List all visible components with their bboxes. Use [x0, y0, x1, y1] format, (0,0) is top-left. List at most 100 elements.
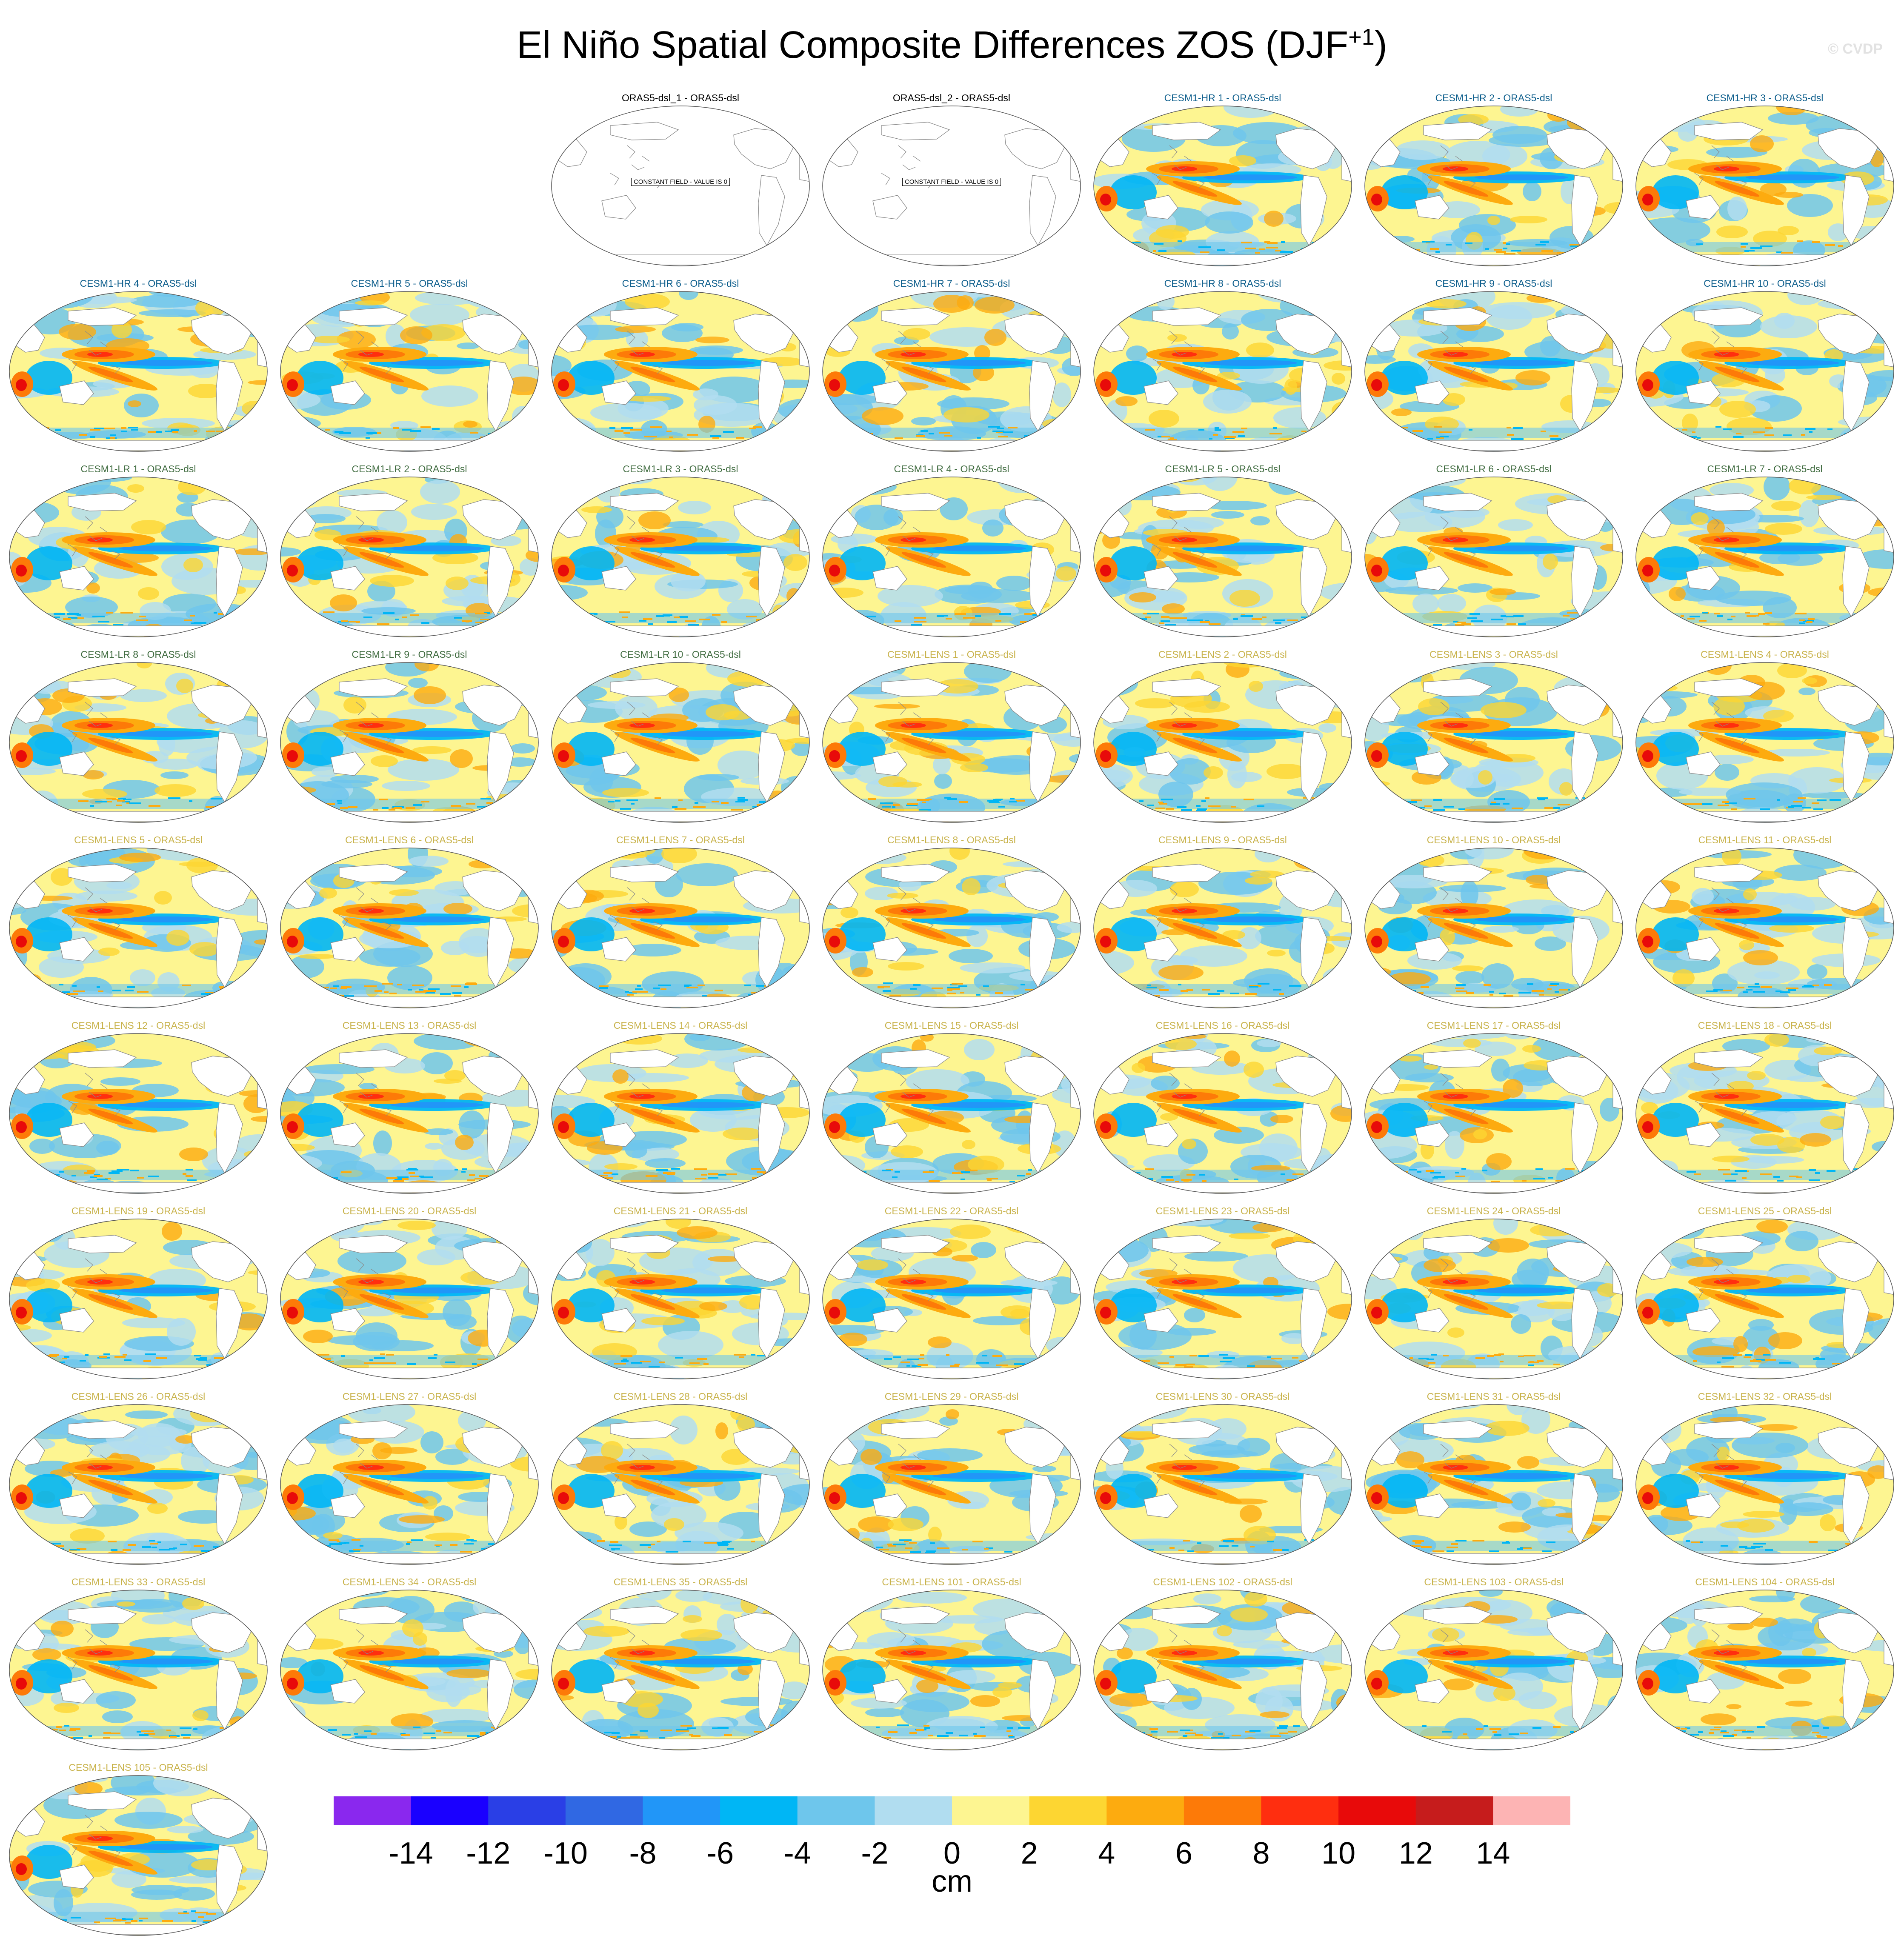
map-panel: CESM1-HR 2 - ORAS5-dsl — [1362, 91, 1626, 274]
map-panel: CESM1-HR 1 - ORAS5-dsl — [1091, 91, 1355, 274]
colorbar-bin — [488, 1796, 566, 1825]
map-panel: CESM1-LENS 6 - ORAS5-dsl — [277, 834, 541, 1016]
panel-title: CESM1-LENS 101 - ORAS5-dsl — [820, 1576, 1084, 1588]
panel-title: CESM1-LR 3 - ORAS5-dsl — [549, 462, 812, 475]
map-panel: CESM1-LENS 21 - ORAS5-dsl — [549, 1205, 812, 1387]
world-map — [1635, 291, 1895, 452]
colorbar-bin — [334, 1796, 411, 1825]
panel-title: CESM1-LENS 12 - ORAS5-dsl — [6, 1019, 270, 1032]
map-panel: CESM1-LENS 15 - ORAS5-dsl — [820, 1019, 1084, 1202]
constant-field-label: CONSTANT FIELD - VALUE IS 0 — [820, 178, 1084, 186]
map-panel: CESM1-LENS 3 - ORAS5-dsl — [1362, 648, 1626, 831]
panel-title: CESM1-LENS 6 - ORAS5-dsl — [277, 834, 541, 846]
world-map — [280, 662, 539, 823]
map-panel: ORAS5-dsl_2 - ORAS5-dsl CONSTANT FIELD - … — [820, 91, 1084, 274]
panel-title: CESM1-LR 8 - ORAS5-dsl — [6, 648, 270, 661]
colorbar-bin — [1493, 1796, 1570, 1825]
map-panel: CESM1-HR 8 - ORAS5-dsl — [1091, 277, 1355, 460]
panel-title: CESM1-LENS 1 - ORAS5-dsl — [820, 648, 1084, 661]
map-panel: CESM1-LENS 33 - ORAS5-dsl — [6, 1576, 270, 1758]
world-map — [9, 1404, 268, 1565]
world-map — [9, 1589, 268, 1751]
world-map — [551, 1033, 810, 1194]
world-map — [1364, 1404, 1624, 1565]
map-panel: CESM1-LENS 16 - ORAS5-dsl — [1091, 1019, 1355, 1202]
colorbar-tick-label: -10 — [536, 1836, 595, 1870]
world-map — [822, 1033, 1081, 1194]
map-panel: CESM1-LENS 32 - ORAS5-dsl — [1633, 1390, 1897, 1573]
panel-title: CESM1-LENS 4 - ORAS5-dsl — [1633, 648, 1897, 661]
panel-title: CESM1-HR 2 - ORAS5-dsl — [1362, 91, 1626, 104]
map-panel: CESM1-LR 9 - ORAS5-dsl — [277, 648, 541, 831]
colorbar-tick-label: -6 — [690, 1836, 750, 1870]
world-map — [1093, 476, 1352, 638]
world-map — [9, 291, 268, 452]
world-map — [280, 291, 539, 452]
panel-title: CESM1-LENS 8 - ORAS5-dsl — [820, 834, 1084, 846]
map-panel: CESM1-LENS 4 - ORAS5-dsl — [1633, 648, 1897, 831]
colorbar-tick-label: -12 — [458, 1836, 518, 1870]
world-map — [9, 847, 268, 1009]
colorbar-bin — [1416, 1796, 1493, 1825]
world-map — [1093, 1033, 1352, 1194]
map-panel: CESM1-LENS 5 - ORAS5-dsl — [6, 834, 270, 1016]
map-panel: CESM1-LENS 14 - ORAS5-dsl — [549, 1019, 812, 1202]
colorbar-bin — [798, 1796, 875, 1825]
panel-title: CESM1-HR 6 - ORAS5-dsl — [549, 277, 812, 290]
world-map — [1093, 291, 1352, 452]
map-panel: CESM1-LENS 19 - ORAS5-dsl — [6, 1205, 270, 1387]
world-map — [1635, 1033, 1895, 1194]
panel-title: CESM1-LR 7 - ORAS5-dsl — [1633, 462, 1897, 475]
world-map — [1093, 1218, 1352, 1380]
panel-title: CESM1-LENS 28 - ORAS5-dsl — [549, 1390, 812, 1403]
panel-title: CESM1-LENS 102 - ORAS5-dsl — [1091, 1576, 1355, 1588]
panel-title: CESM1-LENS 18 - ORAS5-dsl — [1633, 1019, 1897, 1032]
world-map — [1093, 1589, 1352, 1751]
colorbar-bin — [952, 1796, 1029, 1825]
world-map — [1635, 662, 1895, 823]
world-map — [1635, 1218, 1895, 1380]
panel-title: CESM1-LR 6 - ORAS5-dsl — [1362, 462, 1626, 475]
world-map — [9, 1218, 268, 1380]
panel-title: CESM1-LENS 26 - ORAS5-dsl — [6, 1390, 270, 1403]
map-panel: CESM1-LR 4 - ORAS5-dsl — [820, 462, 1084, 645]
map-panel: CESM1-LENS 26 - ORAS5-dsl — [6, 1390, 270, 1573]
constant-field-label: CONSTANT FIELD - VALUE IS 0 — [549, 178, 812, 186]
map-panel: CESM1-LENS 18 - ORAS5-dsl — [1633, 1019, 1897, 1202]
map-panel: CESM1-LR 10 - ORAS5-dsl — [549, 648, 812, 831]
colorbar-tick-label: -14 — [381, 1836, 441, 1870]
panel-title: CESM1-LENS 29 - ORAS5-dsl — [820, 1390, 1084, 1403]
map-panel: CESM1-HR 6 - ORAS5-dsl — [549, 277, 812, 460]
map-panel: CESM1-LENS 1 - ORAS5-dsl — [820, 648, 1084, 831]
map-panel: CESM1-LENS 35 - ORAS5-dsl — [549, 1576, 812, 1758]
panel-title: CESM1-LR 4 - ORAS5-dsl — [820, 462, 1084, 475]
colorbar-tick-label: 6 — [1154, 1836, 1214, 1870]
map-panel: CESM1-LENS 105 - ORAS5-dsl — [6, 1761, 270, 1944]
map-panel: CESM1-HR 4 - ORAS5-dsl — [6, 277, 270, 460]
map-panel: CESM1-LENS 34 - ORAS5-dsl — [277, 1576, 541, 1758]
map-panel: CESM1-HR 3 - ORAS5-dsl — [1633, 91, 1897, 274]
panel-title: CESM1-LENS 23 - ORAS5-dsl — [1091, 1205, 1355, 1217]
panel-title: CESM1-HR 5 - ORAS5-dsl — [277, 277, 541, 290]
panel-title: ORAS5-dsl_2 - ORAS5-dsl — [820, 91, 1084, 104]
panel-title: CESM1-HR 10 - ORAS5-dsl — [1633, 277, 1897, 290]
world-map — [1635, 1404, 1895, 1565]
world-map — [551, 1589, 810, 1751]
panel-title: CESM1-LR 5 - ORAS5-dsl — [1091, 462, 1355, 475]
map-panel: CESM1-LR 2 - ORAS5-dsl — [277, 462, 541, 645]
colorbar-tick-label: -2 — [845, 1836, 904, 1870]
world-map — [280, 847, 539, 1009]
colorbar-tick-label: 8 — [1232, 1836, 1291, 1870]
colorbar-bin — [720, 1796, 798, 1825]
map-panel: CESM1-HR 7 - ORAS5-dsl — [820, 277, 1084, 460]
panel-title: CESM1-LENS 5 - ORAS5-dsl — [6, 834, 270, 846]
world-map — [1364, 847, 1624, 1009]
panel-title: CESM1-LENS 33 - ORAS5-dsl — [6, 1576, 270, 1588]
panel-title: CESM1-HR 7 - ORAS5-dsl — [820, 277, 1084, 290]
colorbar-tick-label: 4 — [1077, 1836, 1136, 1870]
world-map — [1364, 1589, 1624, 1751]
map-panel: CESM1-LENS 101 - ORAS5-dsl — [820, 1576, 1084, 1758]
map-panel: CESM1-LR 3 - ORAS5-dsl — [549, 462, 812, 645]
map-panel: CESM1-LENS 31 - ORAS5-dsl — [1362, 1390, 1626, 1573]
